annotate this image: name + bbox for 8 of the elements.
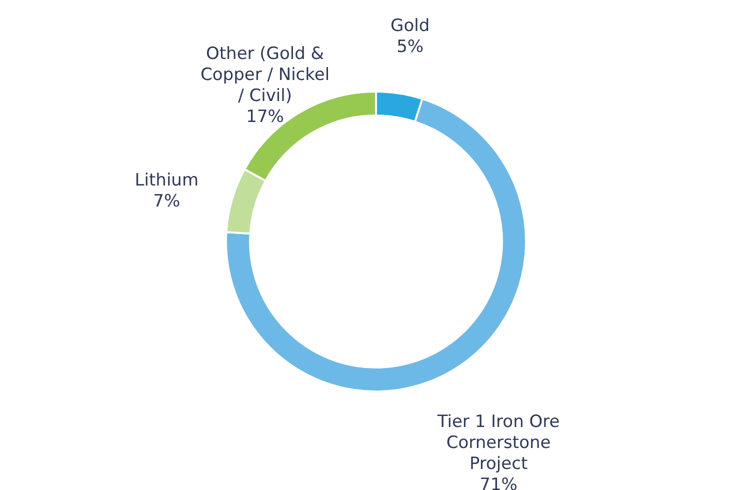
slice-label: Tier 1 Iron Ore Cornerstone Project: [436, 412, 560, 474]
slice-label: Other (Gold & Copper / Nickel / Civil): [200, 44, 330, 106]
slice-label: Lithium: [134, 170, 199, 191]
slice-label: Gold: [390, 16, 430, 36]
data-label: 71%: [480, 474, 518, 490]
data-label: 5%: [396, 37, 424, 58]
data-label: 7%: [153, 192, 180, 212]
data-label: 17%: [246, 106, 284, 127]
